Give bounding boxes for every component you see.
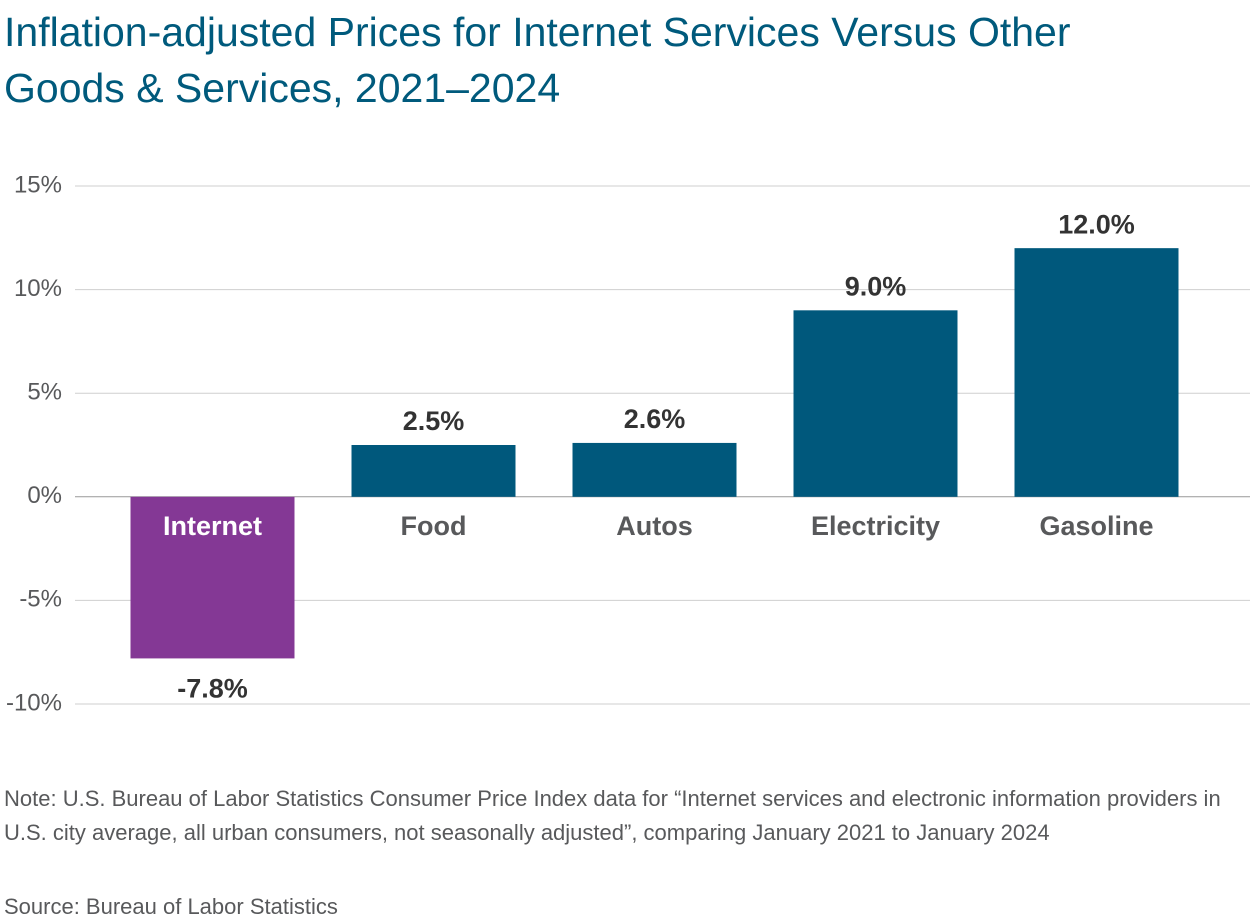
y-tick-label: 0% — [27, 482, 62, 509]
value-label: 2.5% — [403, 406, 465, 436]
y-tick-label: -10% — [6, 689, 62, 716]
x-tick-label: Internet — [163, 511, 262, 541]
chart: -10% -5% 0% 5% 10% 15% -7.8% Internet 2.5% Food 2.… — [6, 171, 1250, 716]
y-tick-label: 15% — [14, 171, 62, 198]
bar — [351, 445, 516, 497]
bar — [572, 442, 737, 497]
bar — [793, 310, 958, 497]
value-label: -7.8% — [177, 674, 248, 704]
chart-title: Inflation-adjusted Prices for Internet S… — [4, 9, 1071, 111]
y-tick-label: 5% — [27, 379, 62, 406]
bar — [1014, 248, 1179, 497]
note: Note: U.S. Bureau of Labor Statistics Co… — [4, 786, 1221, 845]
value-label: 9.0% — [845, 271, 907, 301]
source: Source: Bureau of Labor Statistics — [4, 894, 338, 919]
value-label: 2.6% — [624, 404, 686, 434]
x-tick-label: Autos — [616, 511, 693, 541]
bar — [130, 496, 295, 659]
x-tick-label: Electricity — [811, 511, 940, 541]
y-tick-label: -5% — [19, 586, 62, 613]
value-label: 12.0% — [1058, 209, 1135, 239]
x-tick-label: Gasoline — [1039, 511, 1153, 541]
y-tick-label: 10% — [14, 275, 62, 302]
x-tick-label: Food — [401, 511, 467, 541]
